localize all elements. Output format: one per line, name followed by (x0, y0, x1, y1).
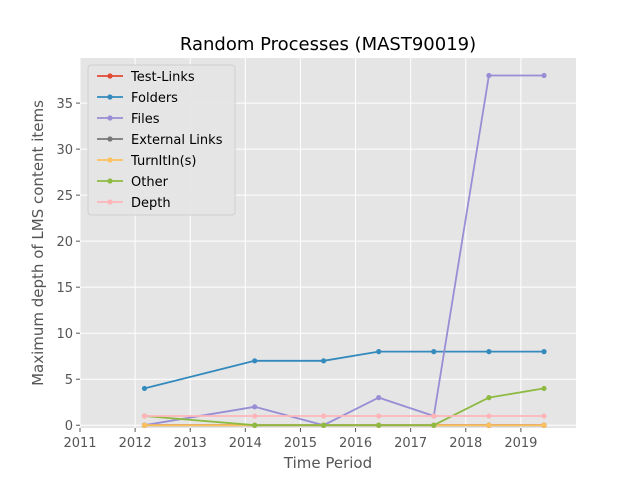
data-point-depth (431, 413, 437, 419)
data-point-other (431, 422, 437, 428)
legend-swatch-marker (107, 157, 113, 163)
data-point-files (541, 72, 547, 79)
legend-label: TurnItIn(s) (130, 154, 196, 169)
legend-item-files: Files (97, 112, 160, 127)
series-folders (141, 349, 547, 392)
y-tick-label: 0 (65, 419, 73, 434)
x-tick-label: 2013 (174, 436, 207, 451)
data-point-folders (141, 385, 148, 392)
data-point-turnitin-s (541, 422, 547, 428)
data-point-folders (376, 349, 382, 355)
data-point-depth (486, 413, 492, 419)
data-point-other (541, 385, 547, 392)
y-tick-label: 15 (56, 281, 73, 296)
legend-label: Folders (131, 91, 178, 106)
data-point-turnitin-s (486, 422, 492, 428)
legend-item-external-links: External Links (97, 133, 223, 148)
data-point-other (252, 422, 258, 428)
legend: Test-Links Folders Files External Links Turn… (87, 64, 236, 216)
y-tick-label: 10 (56, 327, 73, 342)
chart-title: Random Processes (MAST90019) (180, 34, 476, 55)
legend-label: Other (131, 175, 169, 190)
x-axis-title: Time Period (283, 454, 372, 472)
data-point-depth (541, 413, 547, 419)
legend-swatch-marker (107, 199, 113, 205)
data-point-files (486, 72, 492, 79)
x-tick-label: 2018 (449, 436, 482, 451)
x-tick-label: 2015 (284, 436, 317, 451)
data-point-other (320, 422, 327, 428)
data-point-depth (320, 413, 327, 419)
x-tick-label: 2011 (63, 436, 96, 451)
data-point-other (376, 422, 382, 428)
y-axis-title: Maximum depth of LMS content items (29, 100, 47, 386)
y-tick-label: 35 (56, 97, 73, 112)
y-axis: 0 5 10 15 20 25 30 35 (56, 97, 80, 434)
data-point-folders (541, 349, 547, 355)
legend-item-turnitin-s: TurnItIn(s) (97, 154, 196, 169)
series-depth (141, 413, 547, 419)
x-tick-label: 2016 (339, 436, 372, 451)
data-point-files (252, 404, 258, 410)
y-tick-label: 30 (56, 143, 73, 158)
y-tick-label: 25 (56, 189, 73, 204)
x-tick-label: 2017 (394, 436, 427, 451)
y-tick-label: 20 (56, 235, 73, 250)
legend-label: External Links (131, 133, 223, 148)
data-point-folders (486, 349, 492, 355)
legend-swatch-marker (107, 178, 113, 184)
data-point-depth (252, 413, 258, 419)
legend-label: Test-Links (130, 70, 195, 85)
x-tick-label: 2012 (119, 436, 152, 451)
legend-item-folders: Folders (97, 91, 178, 106)
legend-swatch-marker (107, 73, 113, 79)
data-point-other (486, 395, 492, 401)
data-point-folders (252, 358, 258, 364)
legend-swatch-marker (107, 136, 113, 142)
series-layer (141, 72, 547, 428)
legend-item-depth: Depth (97, 196, 171, 211)
legend-swatch-marker (107, 115, 113, 121)
y-tick-label: 5 (65, 373, 73, 388)
x-axis: 2011 2012 2013 2014 2015 2016 2017 2018 2019 (63, 428, 537, 451)
data-point-turnitin-s (141, 422, 148, 428)
legend-swatch-marker (107, 94, 113, 100)
x-tick-label: 2014 (229, 436, 262, 451)
data-point-depth (141, 413, 148, 419)
legend-box (87, 64, 236, 216)
x-tick-label: 2019 (504, 436, 537, 451)
data-point-files (376, 395, 382, 401)
data-point-depth (376, 413, 382, 419)
legend-item-test-links: Test-Links (97, 70, 195, 85)
data-point-folders (320, 358, 327, 364)
legend-label: Depth (131, 196, 171, 211)
data-point-folders (431, 349, 437, 355)
legend-item-other: Other (97, 175, 169, 190)
legend-label: Files (131, 112, 160, 127)
series-other (141, 385, 547, 428)
